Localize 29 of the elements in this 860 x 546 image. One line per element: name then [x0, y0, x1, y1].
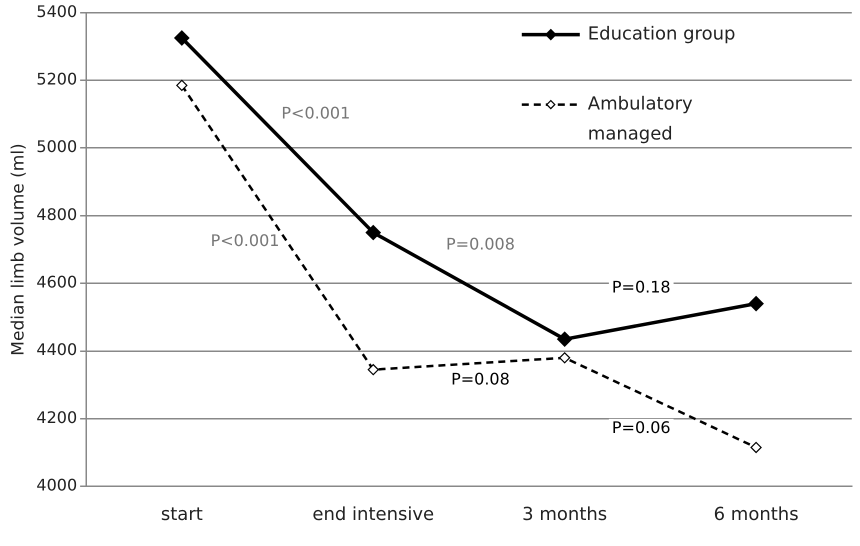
y-tick-label: 5000 [36, 137, 78, 156]
y-tick-label: 4600 [36, 272, 78, 292]
point [176, 80, 188, 91]
point [748, 296, 764, 312]
point [174, 30, 190, 46]
x-tick-label: start [160, 504, 203, 525]
x-tick-label: 3 months [522, 504, 608, 525]
x-tick-label: 6 months [714, 504, 799, 525]
annotation: P<0.001 [210, 231, 280, 250]
point [368, 364, 379, 376]
point [557, 332, 572, 347]
annotation: P<0.001 [281, 103, 350, 122]
x-tick-label: end intensive [312, 504, 434, 525]
point [750, 442, 762, 454]
y-tick-label: 5400 [36, 2, 78, 21]
y-axis-title: Median limb volume (ml) [8, 143, 29, 356]
annotation: P=0.06 [612, 418, 671, 438]
point [559, 352, 570, 364]
annotation: P=0.008 [446, 234, 515, 254]
legend-label: Ambulatory managed [588, 93, 693, 144]
annotation: P=0.18 [612, 278, 671, 297]
y-tick-label: 4200 [36, 408, 78, 427]
y-tick-label: 5200 [36, 69, 78, 88]
y-tick-label: 4400 [36, 340, 78, 360]
y-tick-label: 4800 [36, 204, 78, 224]
legend-label: Education group [588, 23, 736, 44]
point [366, 224, 381, 240]
y-tick-label: 4000 [36, 476, 78, 495]
annotation: P=0.08 [451, 370, 510, 389]
